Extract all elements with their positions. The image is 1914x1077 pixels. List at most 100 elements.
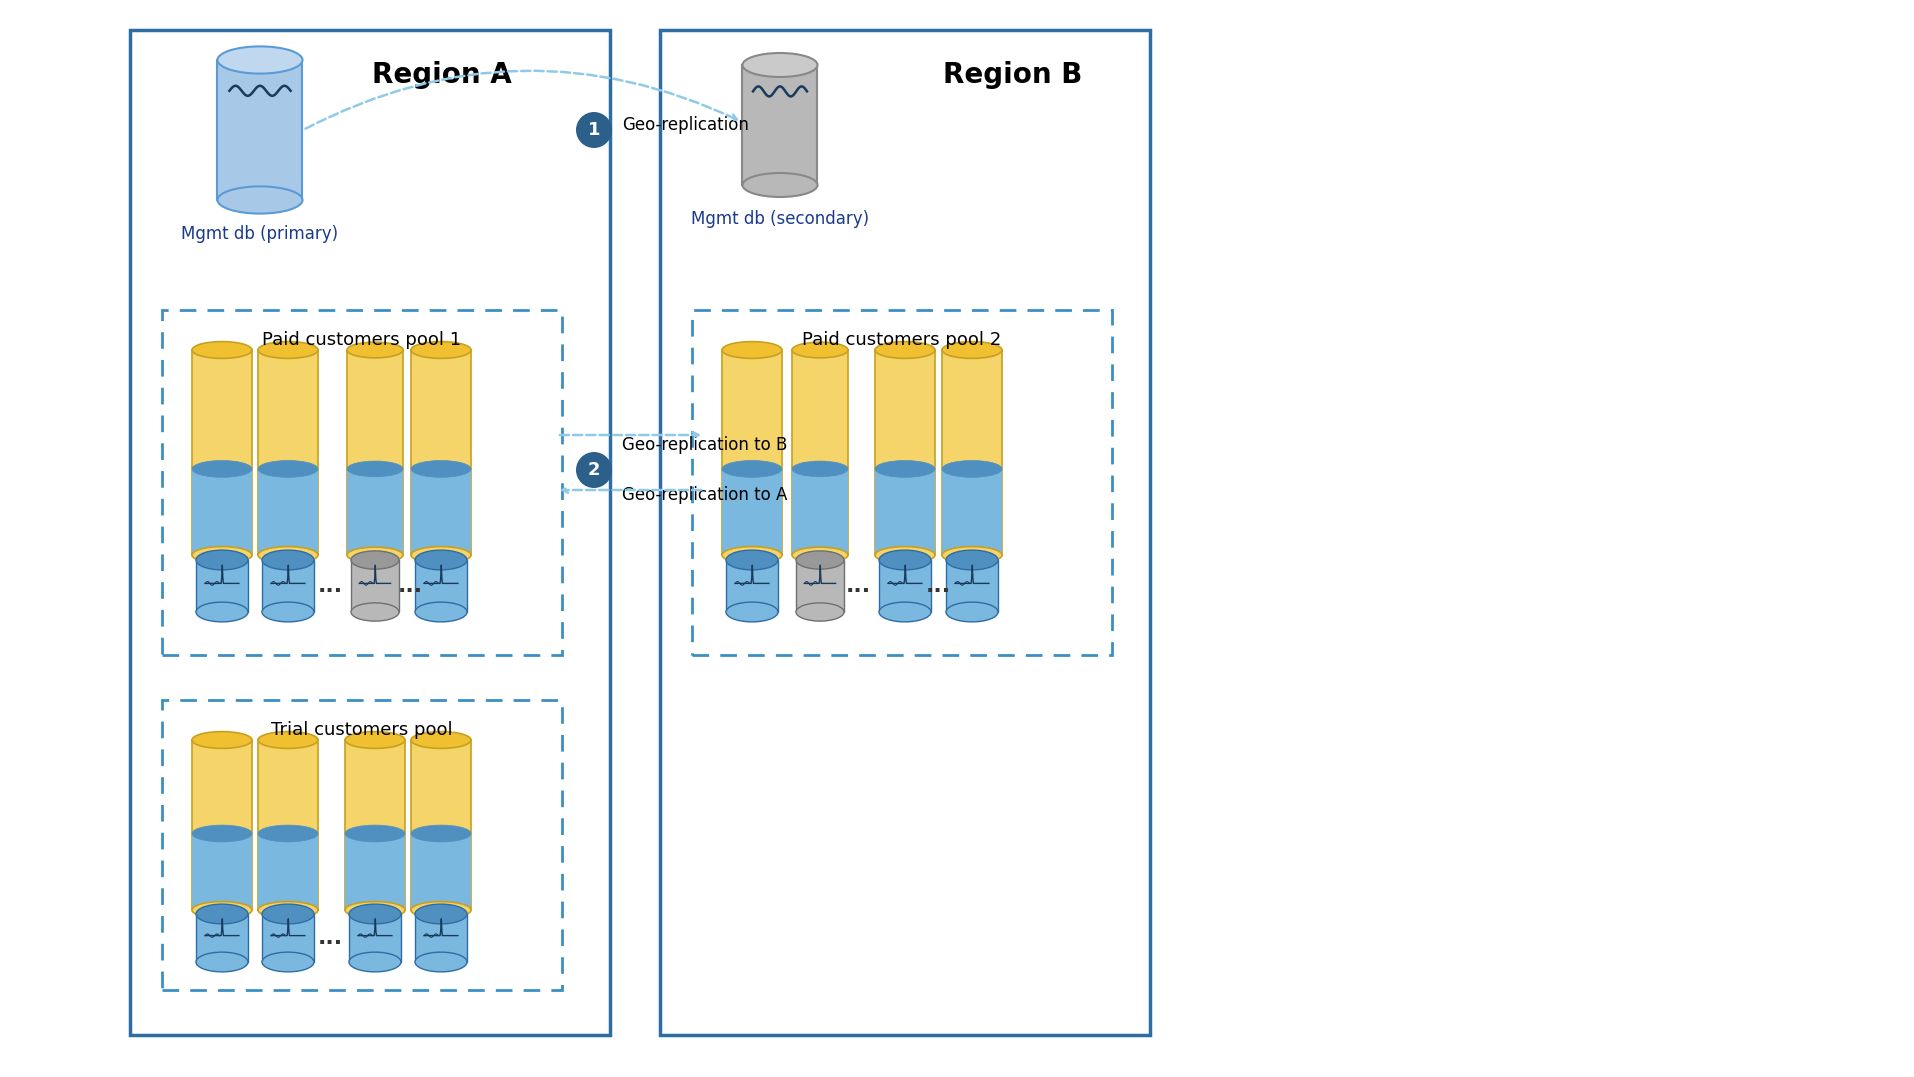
Bar (415, 914, 467, 962)
Bar (412, 834, 471, 910)
Ellipse shape (722, 461, 781, 477)
Ellipse shape (946, 550, 997, 570)
Circle shape (576, 452, 612, 488)
Ellipse shape (258, 547, 318, 563)
Bar (350, 560, 398, 612)
Text: Trial customers pool: Trial customers pool (272, 721, 452, 739)
Bar (792, 468, 848, 555)
Ellipse shape (346, 342, 402, 358)
Ellipse shape (796, 603, 844, 621)
Ellipse shape (415, 952, 467, 971)
Bar (415, 560, 467, 612)
Ellipse shape (191, 461, 253, 477)
Ellipse shape (262, 952, 314, 971)
Ellipse shape (875, 461, 934, 477)
Bar (195, 914, 249, 962)
Bar (345, 834, 404, 910)
Bar (412, 350, 471, 555)
Bar (345, 740, 404, 910)
Ellipse shape (415, 904, 467, 924)
Ellipse shape (218, 46, 302, 73)
Text: Region A: Region A (371, 61, 511, 89)
Ellipse shape (792, 342, 848, 358)
Ellipse shape (942, 461, 1001, 477)
Circle shape (576, 112, 612, 148)
Ellipse shape (348, 952, 400, 971)
Text: Paid customers pool 1: Paid customers pool 1 (262, 331, 461, 349)
Ellipse shape (879, 602, 930, 621)
Ellipse shape (792, 547, 848, 563)
Ellipse shape (350, 603, 398, 621)
Ellipse shape (942, 341, 1001, 359)
Bar (875, 468, 934, 555)
Ellipse shape (191, 731, 253, 749)
Ellipse shape (348, 904, 400, 924)
Ellipse shape (258, 731, 318, 749)
Bar (725, 560, 777, 612)
Bar (348, 914, 400, 962)
Ellipse shape (191, 901, 253, 919)
Ellipse shape (258, 901, 318, 919)
Bar (660, 30, 1150, 1035)
Ellipse shape (218, 186, 302, 213)
Ellipse shape (743, 173, 817, 197)
Ellipse shape (722, 341, 781, 359)
Text: ...: ... (844, 576, 871, 596)
Ellipse shape (258, 825, 318, 842)
Bar (722, 468, 781, 555)
Ellipse shape (796, 550, 844, 569)
Bar (258, 468, 318, 555)
Ellipse shape (195, 904, 249, 924)
Text: ...: ... (398, 576, 423, 596)
Ellipse shape (725, 602, 777, 621)
Bar (412, 740, 471, 910)
Bar (191, 350, 253, 555)
Text: Geo-replication: Geo-replication (622, 116, 748, 134)
Bar (346, 468, 402, 555)
Ellipse shape (792, 461, 848, 477)
Ellipse shape (412, 461, 471, 477)
Ellipse shape (743, 53, 817, 76)
Ellipse shape (258, 461, 318, 477)
Bar (258, 834, 318, 910)
Bar (191, 468, 253, 555)
Text: Paid customers pool 2: Paid customers pool 2 (802, 331, 1001, 349)
Text: ...: ... (924, 576, 949, 596)
Ellipse shape (345, 901, 404, 919)
Ellipse shape (412, 341, 471, 359)
Bar (191, 834, 253, 910)
Ellipse shape (345, 731, 404, 749)
Text: Mgmt db (secondary): Mgmt db (secondary) (691, 210, 869, 228)
Ellipse shape (195, 952, 249, 971)
Ellipse shape (191, 341, 253, 359)
Ellipse shape (412, 547, 471, 563)
Bar (191, 740, 253, 910)
Ellipse shape (345, 825, 404, 842)
Ellipse shape (195, 602, 249, 621)
Bar (743, 65, 817, 185)
Bar (875, 350, 934, 555)
Text: Geo-replication to B: Geo-replication to B (622, 436, 787, 454)
Ellipse shape (195, 550, 249, 570)
Ellipse shape (412, 825, 471, 842)
Bar (163, 700, 561, 990)
Ellipse shape (350, 550, 398, 569)
Bar (942, 468, 1001, 555)
Text: Mgmt db (primary): Mgmt db (primary) (182, 225, 339, 243)
Ellipse shape (346, 461, 402, 477)
Ellipse shape (262, 904, 314, 924)
Ellipse shape (415, 602, 467, 621)
Text: 2: 2 (588, 461, 599, 479)
Ellipse shape (412, 731, 471, 749)
Bar (412, 468, 471, 555)
Ellipse shape (262, 550, 314, 570)
Text: Geo-replication to A: Geo-replication to A (622, 486, 787, 504)
Ellipse shape (946, 602, 997, 621)
Bar (258, 740, 318, 910)
Ellipse shape (262, 602, 314, 621)
Ellipse shape (875, 547, 934, 563)
Bar (346, 350, 402, 555)
Bar (942, 350, 1001, 555)
Ellipse shape (412, 901, 471, 919)
Bar (792, 350, 848, 555)
